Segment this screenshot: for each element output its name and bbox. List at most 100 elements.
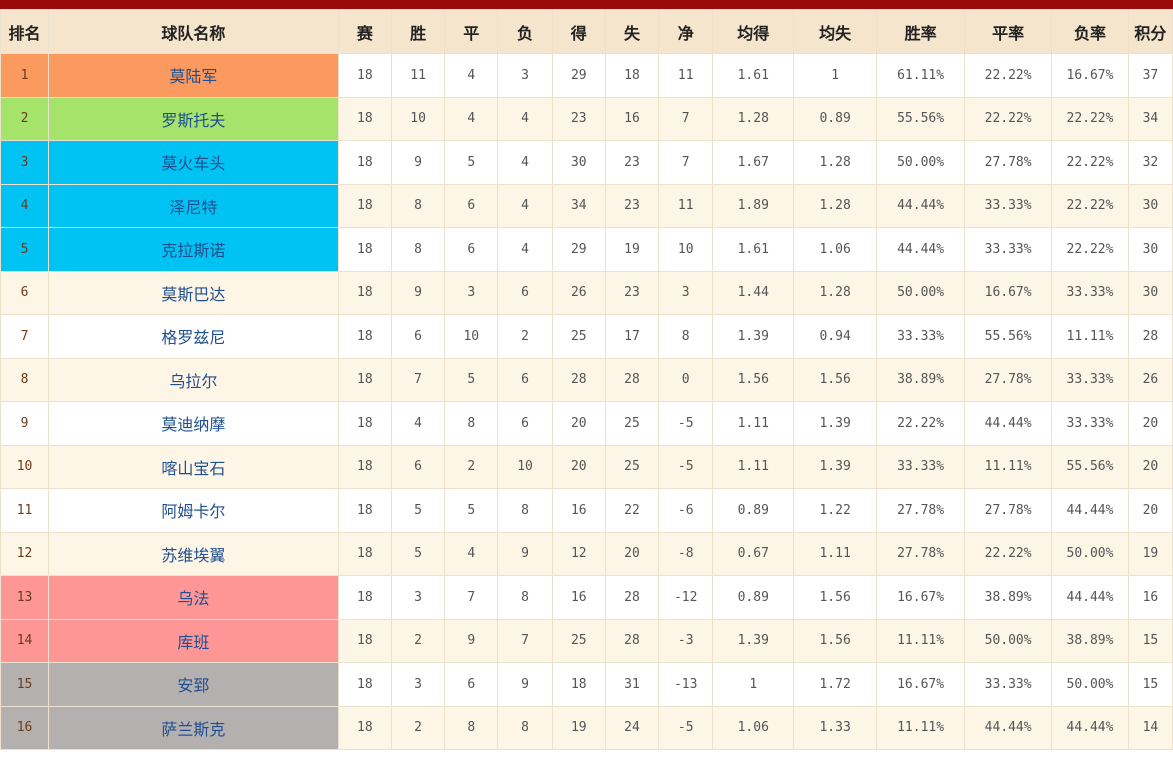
lost-cell: 9: [497, 662, 553, 707]
win-rate-cell: 33.33%: [876, 444, 966, 489]
avg-for-cell: 1: [712, 662, 795, 707]
loss-rate-cell: 50.00%: [1051, 531, 1129, 576]
won-cell: 3: [390, 662, 446, 707]
goals-for-cell: 20: [551, 444, 606, 489]
goals-for-cell: 20: [551, 401, 606, 446]
played-cell: 18: [337, 227, 392, 272]
header-goals-for: 得: [551, 9, 606, 54]
goals-for-cell: 30: [551, 140, 606, 185]
lost-cell: 10: [497, 444, 553, 489]
team-name-link[interactable]: 格罗兹尼: [48, 314, 339, 359]
avg-for-cell: 1.61: [712, 53, 795, 98]
header-goals-against: 失: [604, 9, 660, 54]
team-name-link[interactable]: 喀山宝石: [48, 444, 339, 489]
drawn-cell: 5: [444, 357, 499, 402]
lost-cell: 2: [497, 314, 553, 359]
won-cell: 6: [390, 444, 446, 489]
avg-for-cell: 0.67: [712, 531, 795, 576]
table-row: 9 莫迪纳摩 18 4 8 6 20 25 -5 1.11 1.39 22.22% 44.44% 33.3…: [0, 401, 1173, 446]
goals-against-cell: 18: [604, 53, 660, 98]
goals-against-cell: 23: [604, 183, 660, 228]
loss-rate-cell: 22.22%: [1051, 183, 1129, 228]
team-name-link[interactable]: 乌拉尔: [48, 357, 339, 402]
goals-against-cell: 28: [604, 618, 660, 663]
loss-rate-cell: 33.33%: [1051, 401, 1129, 446]
rank-cell: 12: [0, 531, 50, 576]
loss-rate-cell: 22.22%: [1051, 96, 1129, 141]
points-cell: 16: [1127, 575, 1173, 620]
drawn-cell: 6: [444, 662, 499, 707]
header-won: 胜: [390, 9, 446, 54]
won-cell: 10: [390, 96, 446, 141]
goals-against-cell: 28: [604, 575, 660, 620]
won-cell: 8: [390, 183, 446, 228]
played-cell: 18: [337, 705, 392, 750]
lost-cell: 4: [497, 183, 553, 228]
won-cell: 2: [390, 705, 446, 750]
points-cell: 30: [1127, 270, 1173, 315]
lost-cell: 8: [497, 705, 553, 750]
win-rate-cell: 27.78%: [876, 488, 966, 533]
header-played: 赛: [337, 9, 392, 54]
rank-cell: 6: [0, 270, 50, 315]
team-name-link[interactable]: 罗斯托夫: [48, 96, 339, 141]
avg-for-cell: 1.11: [712, 444, 795, 489]
team-name-link[interactable]: 乌法: [48, 575, 339, 620]
played-cell: 18: [337, 357, 392, 402]
team-name-link[interactable]: 萨兰斯克: [48, 705, 339, 750]
team-name-link[interactable]: 泽尼特: [48, 183, 339, 228]
lost-cell: 8: [497, 488, 553, 533]
avg-against-cell: 1.39: [793, 401, 878, 446]
lost-cell: 8: [497, 575, 553, 620]
win-rate-cell: 50.00%: [876, 140, 966, 185]
goal-difference-cell: 7: [658, 140, 714, 185]
avg-for-cell: 1.67: [712, 140, 795, 185]
team-name-link[interactable]: 阿姆卡尔: [48, 488, 339, 533]
rank-cell: 14: [0, 618, 50, 663]
team-name-link[interactable]: 克拉斯诺: [48, 227, 339, 272]
win-rate-cell: 22.22%: [876, 401, 966, 446]
goal-difference-cell: 11: [658, 53, 714, 98]
draw-rate-cell: 27.78%: [964, 140, 1053, 185]
rank-cell: 7: [0, 314, 50, 359]
avg-against-cell: 1.06: [793, 227, 878, 272]
rank-cell: 2: [0, 96, 50, 141]
header-loss-rate: 负率: [1051, 9, 1129, 54]
won-cell: 11: [390, 53, 446, 98]
avg-for-cell: 0.89: [712, 575, 795, 620]
loss-rate-cell: 11.11%: [1051, 314, 1129, 359]
team-name-link[interactable]: 莫陆军: [48, 53, 339, 98]
team-name-link[interactable]: 苏维埃翼: [48, 531, 339, 576]
table-row: 2 罗斯托夫 18 10 4 4 23 16 7 1.28 0.89 55.56% 22.22% 22.2…: [0, 96, 1173, 141]
team-name-link[interactable]: 莫火车头: [48, 140, 339, 185]
goals-for-cell: 28: [551, 357, 606, 402]
win-rate-cell: 11.11%: [876, 618, 966, 663]
goals-for-cell: 23: [551, 96, 606, 141]
won-cell: 9: [390, 270, 446, 315]
team-name-link[interactable]: 莫斯巴达: [48, 270, 339, 315]
draw-rate-cell: 11.11%: [964, 444, 1053, 489]
played-cell: 18: [337, 531, 392, 576]
won-cell: 6: [390, 314, 446, 359]
table-row: 4 泽尼特 18 8 6 4 34 23 11 1.89 1.28 44.44% 33.33% 22.22…: [0, 183, 1173, 228]
rank-cell: 16: [0, 705, 50, 750]
win-rate-cell: 44.44%: [876, 227, 966, 272]
loss-rate-cell: 16.67%: [1051, 53, 1129, 98]
team-name-link[interactable]: 安郅: [48, 662, 339, 707]
avg-for-cell: 0.89: [712, 488, 795, 533]
goal-difference-cell: 0: [658, 357, 714, 402]
goals-for-cell: 29: [551, 227, 606, 272]
points-cell: 30: [1127, 183, 1173, 228]
draw-rate-cell: 27.78%: [964, 488, 1053, 533]
loss-rate-cell: 38.89%: [1051, 618, 1129, 663]
rank-cell: 1: [0, 53, 50, 98]
header-row: 排名 球队名称 赛 胜 平 负 得 失 净 均得 均失 胜率 平率 负率 积分: [0, 9, 1173, 54]
team-name-link[interactable]: 莫迪纳摩: [48, 401, 339, 446]
win-rate-cell: 11.11%: [876, 705, 966, 750]
table-row: 8 乌拉尔 18 7 5 6 28 28 0 1.56 1.56 38.89% 27.78% 33.33%…: [0, 357, 1173, 402]
rank-cell: 10: [0, 444, 50, 489]
points-cell: 37: [1127, 53, 1173, 98]
goal-difference-cell: -5: [658, 705, 714, 750]
goals-against-cell: 31: [604, 662, 660, 707]
team-name-link[interactable]: 库班: [48, 618, 339, 663]
